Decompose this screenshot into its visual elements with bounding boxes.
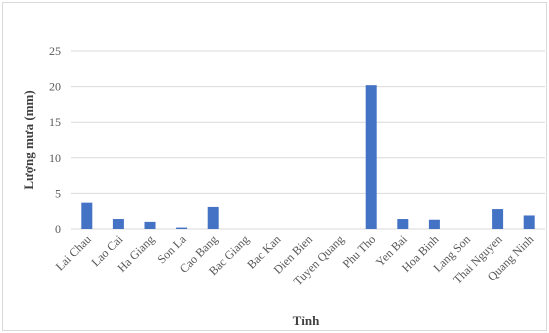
y-tick-label: 0	[55, 222, 61, 236]
bars	[81, 85, 535, 230]
y-tick-label: 20	[49, 80, 61, 94]
x-tick-label: Phu Tho	[340, 232, 379, 271]
bar	[397, 219, 409, 229]
y-tick-label: 25	[49, 44, 61, 58]
bar	[81, 202, 93, 229]
y-axis-title: Lượng mưa (mm)	[21, 90, 36, 189]
y-tick-label: 15	[49, 115, 61, 129]
x-tick-label: Lai Chau	[53, 232, 94, 273]
y-tick-labels: 0 5 10 15 20 25	[49, 44, 61, 236]
y-tick-label: 10	[49, 151, 61, 165]
bar	[207, 206, 219, 229]
y-tick-label: 5	[55, 186, 61, 200]
bar	[176, 227, 188, 229]
bar	[112, 219, 124, 229]
bar	[523, 215, 535, 229]
bar	[492, 209, 504, 229]
bar	[428, 219, 440, 229]
x-axis-title: Tỉnh	[293, 313, 321, 328]
gridlines	[71, 50, 545, 230]
bar	[144, 221, 156, 229]
bar	[365, 85, 377, 230]
